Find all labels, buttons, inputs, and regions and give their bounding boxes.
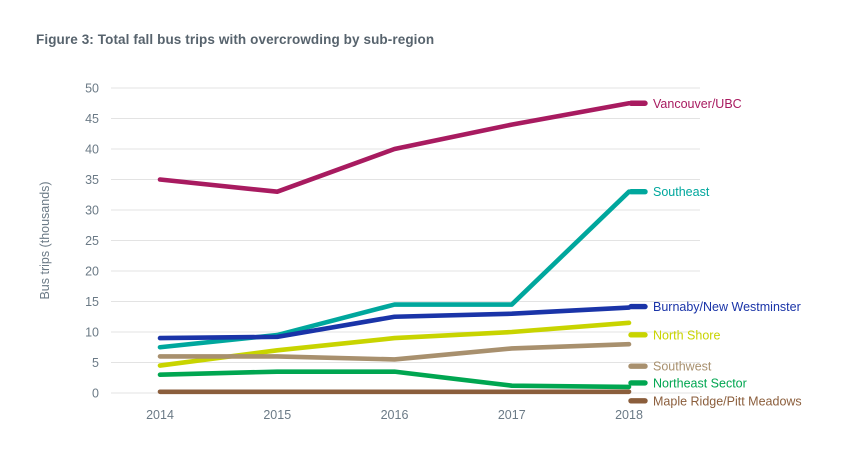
y-axis-tick-label: 50 bbox=[85, 82, 99, 96]
series-lines bbox=[157, 100, 632, 395]
y-axis-tick-labels: 0 5 10 15 20 25 30 35 40 45 50 bbox=[85, 82, 99, 401]
series-label-southeast: Southeast bbox=[653, 185, 710, 199]
y-axis-tick-label: 40 bbox=[85, 143, 99, 157]
gridlines bbox=[111, 87, 700, 394]
y-axis-tick-label: 15 bbox=[85, 295, 99, 309]
y-axis-tick-label: 20 bbox=[85, 265, 99, 279]
y-axis-tick-label: 30 bbox=[85, 204, 99, 218]
series-label-maple-ridge-pitt-meadows: Maple Ridge/Pitt Meadows bbox=[653, 394, 802, 408]
y-axis-tick-label: 5 bbox=[92, 356, 99, 370]
x-axis-tick-labels: 2014 2015 2016 2017 2018 bbox=[146, 408, 643, 422]
x-axis-tick-label: 2017 bbox=[498, 408, 526, 422]
series-line-burnaby-new-westminster bbox=[157, 305, 632, 341]
series-label-north-shore: North Shore bbox=[653, 328, 720, 342]
x-axis-tick-label: 2018 bbox=[615, 408, 643, 422]
x-axis-tick-label: 2015 bbox=[263, 408, 291, 422]
y-axis-tick-label: 35 bbox=[85, 173, 99, 187]
x-axis-tick-label: 2014 bbox=[146, 408, 174, 422]
series-line-southwest bbox=[157, 341, 632, 362]
y-axis-tick-label: 10 bbox=[85, 326, 99, 340]
series-label-burnaby-new-westminster: Burnaby/New Westminster bbox=[653, 300, 801, 314]
series-line-northeast-sector bbox=[157, 369, 632, 390]
y-axis-title-text: Bus trips (thousands) bbox=[38, 181, 52, 299]
series-labels: Vancouver/UBC Southeast Burnaby/New Westmi… bbox=[628, 97, 802, 408]
series-line-vancouver-ubc bbox=[157, 100, 632, 194]
y-axis-tick-label: 45 bbox=[85, 112, 99, 126]
series-label-southwest: Southwest bbox=[653, 360, 712, 374]
y-axis-tick-label: 25 bbox=[85, 234, 99, 248]
x-axis-tick-label: 2016 bbox=[381, 408, 409, 422]
y-axis-title: Bus trips (thousands) bbox=[38, 181, 52, 299]
series-label-northeast-sector: Northeast Sector bbox=[653, 376, 747, 390]
series-line-southeast bbox=[157, 189, 632, 350]
series-label-vancouver-ubc: Vancouver/UBC bbox=[653, 97, 742, 111]
figure-title: Figure 3: Total fall bus trips with over… bbox=[36, 32, 435, 47]
y-axis-tick-label: 0 bbox=[92, 387, 99, 401]
